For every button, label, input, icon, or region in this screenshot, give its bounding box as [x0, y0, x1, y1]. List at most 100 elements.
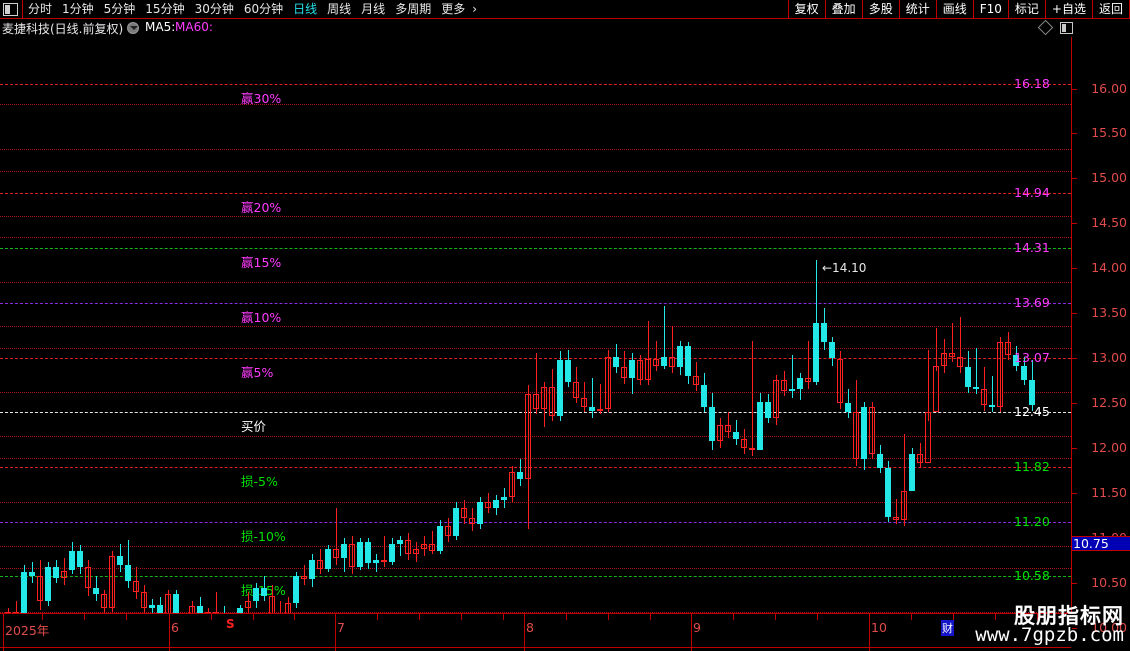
candle-body	[133, 581, 139, 593]
reference-line-win	[0, 248, 1071, 249]
candle-body	[909, 453, 915, 492]
candle-body	[189, 606, 195, 613]
time-tick-minor	[953, 614, 954, 620]
candle-body	[509, 471, 515, 497]
candle-body	[589, 407, 595, 411]
candle-wick	[424, 536, 425, 557]
time-axis-label: 10	[871, 620, 887, 635]
toolbar-button-2[interactable]: 多股	[861, 0, 899, 18]
candle-wick	[920, 442, 921, 469]
reference-line-buy	[0, 412, 1071, 413]
candle-body	[477, 502, 483, 524]
candle-body	[765, 401, 771, 418]
period-10[interactable]: 更多	[441, 2, 466, 16]
toolbar-button-6[interactable]: 标记	[1007, 0, 1045, 18]
candle-body	[789, 389, 795, 392]
candle-body	[157, 604, 163, 613]
period-list: 分时 1分钟 5分钟 15分钟 30分钟 60分钟 日线 周线 月线 多周期 更多 ›	[23, 0, 482, 18]
chevron-down-icon[interactable]	[127, 22, 139, 34]
reference-label: 买价	[241, 419, 267, 434]
time-tick-major	[169, 614, 170, 651]
period-8[interactable]: 月线	[361, 2, 386, 16]
candle-body	[517, 471, 523, 479]
candle-body	[533, 394, 539, 409]
split-panel-icon[interactable]	[1060, 22, 1073, 34]
gridline	[0, 104, 1071, 105]
candle-body	[821, 322, 827, 343]
level-value: 13.07	[1014, 350, 1050, 365]
toolbar-button-5[interactable]: F10	[972, 0, 1008, 18]
reference-label: 赢10%	[241, 310, 282, 325]
time-tick-major	[335, 614, 336, 651]
period-5[interactable]: 60分钟	[243, 2, 284, 16]
toolbar-button-3[interactable]: 统计	[898, 0, 936, 18]
candle-body	[685, 345, 691, 377]
gridline	[0, 171, 1071, 172]
ma60-legend: MA60:	[175, 20, 213, 34]
candle-body	[253, 588, 259, 602]
candle-body	[453, 507, 459, 537]
toolbar-button-7[interactable]: +自选	[1044, 0, 1092, 18]
candle-wick	[872, 401, 873, 460]
toolbar-button-4[interactable]: 画线	[935, 0, 973, 18]
period-0[interactable]: 分时	[28, 2, 53, 16]
reference-label: 损-10%	[241, 529, 286, 544]
candle-body	[77, 550, 83, 567]
candle-body	[285, 602, 291, 613]
candle-body	[965, 367, 971, 388]
candle-body	[485, 502, 491, 508]
candle-wick	[448, 518, 449, 542]
candle-wick	[8, 608, 9, 613]
time-axis-label: 2025年	[5, 623, 50, 638]
candle-body	[653, 358, 659, 366]
candlestick-plot[interactable]: 赢30%赢20%赢15%赢10%赢5%买价损-5%损-10%损-15%损-20%…	[0, 37, 1072, 613]
candle-wick	[736, 419, 737, 445]
price-tick-mark	[1072, 133, 1077, 134]
candle-wick	[144, 584, 145, 613]
time-axis-label: 9	[693, 620, 701, 635]
time-axis-label: 8	[526, 620, 534, 635]
period-1[interactable]: 1分钟	[62, 2, 94, 16]
candle-body	[693, 376, 699, 386]
period-6[interactable]: 日线	[293, 2, 318, 16]
period-4[interactable]: 30分钟	[194, 2, 234, 16]
candle-body	[901, 491, 907, 521]
divider	[22, 0, 23, 18]
time-tick-minor	[211, 614, 212, 620]
toolbar-button-8[interactable]: 返回	[1091, 0, 1130, 18]
candle-body	[5, 611, 11, 613]
time-axis[interactable]: 2025年 6 7 8 9 10	[0, 613, 1072, 651]
candle-body	[829, 342, 835, 359]
period-9[interactable]: 多周期	[395, 2, 432, 16]
period-2[interactable]: 5分钟	[103, 2, 136, 16]
price-axis[interactable]: 16.00 15.50 15.00 14.50 14.00 13.50 13.00 12.50…	[1072, 37, 1130, 635]
candle-wick	[904, 433, 905, 526]
price-tick-mark	[1072, 223, 1077, 224]
candle-body	[661, 356, 667, 366]
candle-body	[557, 360, 563, 416]
time-axis-label: 7	[337, 620, 345, 635]
dividend-marker[interactable]: S	[226, 617, 235, 631]
candle-wick	[96, 575, 97, 602]
panel-layout-icon[interactable]	[3, 2, 18, 16]
period-7[interactable]: 周线	[327, 2, 352, 16]
candle-wick	[128, 539, 129, 589]
time-tick-minor	[911, 614, 912, 620]
candle-body	[709, 407, 715, 442]
reference-line-loss	[0, 467, 1071, 468]
finance-report-marker[interactable]: 财	[941, 620, 954, 636]
reference-label: 赢20%	[241, 200, 282, 215]
toolbar-button-0[interactable]: 复权	[787, 0, 825, 18]
price-tick-mark	[1072, 313, 1077, 314]
candle-wick	[976, 347, 977, 395]
gridline	[0, 326, 1071, 327]
toolbar-button-1[interactable]: 叠加	[824, 0, 862, 18]
price-tick-label: 10.50	[1091, 575, 1127, 590]
more-chevron-icon[interactable]: ›	[472, 2, 478, 16]
candle-body	[373, 559, 379, 564]
candle-body	[69, 550, 75, 571]
time-axis-divider	[0, 647, 1071, 648]
period-3[interactable]: 15分钟	[145, 2, 185, 16]
candle-body	[413, 548, 419, 555]
candle-wick	[88, 559, 89, 596]
